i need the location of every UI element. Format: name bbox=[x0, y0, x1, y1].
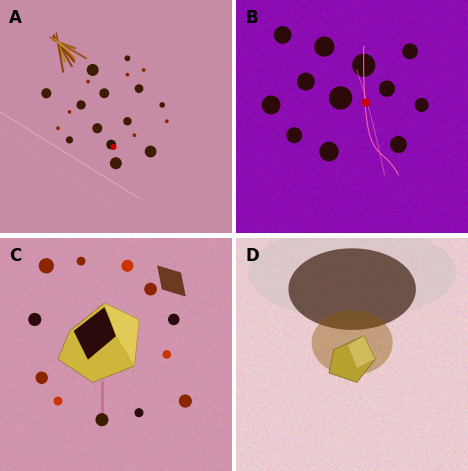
Circle shape bbox=[329, 87, 351, 109]
Circle shape bbox=[391, 137, 406, 153]
Circle shape bbox=[380, 81, 395, 96]
Polygon shape bbox=[158, 266, 185, 296]
Ellipse shape bbox=[312, 310, 393, 375]
Polygon shape bbox=[104, 303, 139, 366]
Ellipse shape bbox=[248, 226, 456, 319]
Circle shape bbox=[125, 56, 130, 60]
Circle shape bbox=[124, 118, 131, 125]
Circle shape bbox=[93, 124, 102, 132]
Circle shape bbox=[180, 395, 191, 407]
Circle shape bbox=[110, 143, 112, 146]
Circle shape bbox=[87, 81, 89, 83]
Circle shape bbox=[163, 351, 170, 358]
Polygon shape bbox=[58, 303, 139, 382]
Ellipse shape bbox=[288, 248, 416, 330]
Circle shape bbox=[126, 73, 129, 76]
Circle shape bbox=[107, 140, 116, 149]
Circle shape bbox=[111, 145, 116, 149]
Circle shape bbox=[122, 260, 133, 271]
Circle shape bbox=[54, 398, 62, 405]
Circle shape bbox=[315, 37, 334, 56]
Circle shape bbox=[415, 98, 428, 111]
Circle shape bbox=[36, 372, 47, 383]
Polygon shape bbox=[348, 336, 375, 368]
Circle shape bbox=[29, 314, 41, 325]
Circle shape bbox=[66, 137, 73, 143]
Text: A: A bbox=[9, 9, 22, 27]
Circle shape bbox=[403, 44, 417, 58]
Circle shape bbox=[110, 158, 121, 169]
Circle shape bbox=[160, 103, 164, 107]
Text: B: B bbox=[246, 9, 258, 27]
Polygon shape bbox=[329, 336, 375, 382]
Circle shape bbox=[146, 146, 156, 157]
Circle shape bbox=[68, 111, 71, 113]
Circle shape bbox=[320, 142, 338, 161]
Circle shape bbox=[96, 414, 108, 425]
Circle shape bbox=[135, 85, 143, 92]
Circle shape bbox=[287, 128, 301, 143]
Circle shape bbox=[166, 120, 168, 122]
Text: D: D bbox=[246, 247, 259, 265]
Circle shape bbox=[133, 134, 136, 137]
Circle shape bbox=[100, 89, 109, 97]
Circle shape bbox=[363, 99, 370, 106]
Circle shape bbox=[298, 73, 314, 90]
Circle shape bbox=[169, 314, 179, 325]
Circle shape bbox=[353, 54, 374, 76]
Circle shape bbox=[275, 27, 291, 43]
Circle shape bbox=[39, 259, 53, 273]
Polygon shape bbox=[74, 308, 116, 359]
Circle shape bbox=[145, 284, 156, 295]
Circle shape bbox=[135, 409, 143, 416]
Circle shape bbox=[57, 127, 59, 130]
Circle shape bbox=[88, 65, 98, 75]
Text: C: C bbox=[9, 247, 22, 265]
Circle shape bbox=[77, 258, 85, 265]
Circle shape bbox=[77, 101, 85, 109]
Circle shape bbox=[42, 89, 51, 97]
Circle shape bbox=[263, 96, 280, 114]
Circle shape bbox=[142, 69, 145, 71]
